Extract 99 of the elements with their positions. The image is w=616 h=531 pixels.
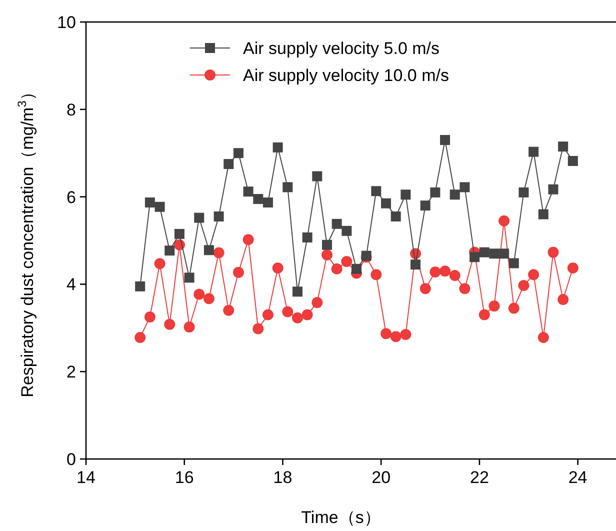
y-tick-label: 2	[66, 362, 76, 382]
point	[420, 200, 430, 211]
point	[292, 286, 302, 297]
point	[262, 197, 273, 208]
point	[302, 232, 312, 242]
y-tick-label: 8	[66, 100, 76, 120]
point	[154, 202, 165, 212]
point	[144, 311, 156, 322]
point	[135, 281, 146, 292]
point	[243, 186, 254, 197]
point	[568, 156, 578, 166]
point	[144, 197, 155, 208]
point	[390, 331, 402, 342]
y-tick-label: 6	[66, 188, 76, 207]
point	[282, 182, 293, 192]
point	[450, 190, 460, 200]
x-tick-label: 16	[174, 468, 194, 487]
point	[548, 184, 558, 194]
point	[242, 234, 254, 246]
point	[134, 332, 146, 344]
point	[508, 302, 520, 314]
point	[272, 142, 283, 152]
point	[518, 187, 529, 198]
point	[341, 256, 352, 267]
point	[194, 212, 204, 223]
point	[430, 266, 441, 278]
point	[410, 260, 421, 270]
point	[252, 323, 264, 334]
point	[430, 187, 440, 198]
x-axis-title: Time（s）	[301, 508, 381, 527]
x-tick-label: 14	[76, 468, 96, 487]
point	[184, 272, 194, 283]
point	[518, 280, 530, 292]
point	[233, 148, 244, 158]
point	[194, 288, 205, 300]
point	[312, 297, 323, 308]
legend-label: Air supply velocity 5.0 m/s	[243, 39, 440, 58]
point	[292, 312, 303, 324]
point	[380, 328, 392, 340]
point	[459, 283, 470, 294]
point	[538, 332, 549, 344]
point	[282, 306, 294, 318]
point	[302, 309, 313, 320]
point	[262, 309, 274, 320]
x-tick-label: 22	[470, 468, 489, 487]
point	[352, 264, 362, 274]
point	[528, 269, 540, 280]
point	[174, 228, 184, 239]
y-tick-label: 0	[66, 450, 76, 469]
point	[164, 246, 175, 256]
point	[449, 270, 460, 281]
point	[371, 186, 382, 196]
x-tick-label: 18	[273, 468, 292, 487]
point	[214, 211, 224, 222]
point	[203, 293, 214, 304]
point	[400, 190, 411, 200]
point	[342, 226, 352, 236]
point	[470, 252, 480, 262]
point	[322, 240, 332, 250]
point	[154, 258, 166, 270]
point	[331, 263, 342, 274]
point	[184, 322, 195, 333]
point	[548, 246, 559, 258]
point	[253, 194, 264, 204]
point	[312, 171, 322, 182]
point	[440, 266, 451, 277]
point	[478, 309, 490, 320]
point	[440, 134, 450, 145]
point	[479, 247, 490, 258]
point	[272, 262, 284, 274]
point	[538, 209, 548, 220]
point	[232, 266, 244, 278]
point	[164, 318, 176, 330]
point	[224, 159, 234, 170]
point	[528, 146, 539, 157]
point	[420, 283, 431, 294]
x-tick-label: 20	[372, 468, 391, 487]
y-tick-label: 10	[57, 13, 76, 32]
point	[204, 245, 214, 256]
point	[489, 248, 500, 259]
point	[498, 215, 510, 226]
point	[213, 247, 224, 258]
y-tick-label: 4	[66, 275, 76, 294]
legend-label: Air supply velocity 10.0 m/s	[243, 66, 449, 85]
point	[558, 294, 569, 305]
point	[558, 142, 568, 152]
point	[321, 249, 332, 260]
point	[508, 258, 519, 268]
point	[400, 328, 412, 340]
x-tick-label: 24	[568, 468, 588, 487]
point	[390, 211, 401, 222]
point	[567, 262, 578, 274]
point	[223, 304, 234, 316]
point	[499, 248, 510, 259]
point	[332, 218, 342, 229]
point	[488, 300, 500, 312]
point	[370, 269, 382, 280]
point	[381, 198, 392, 208]
point	[460, 182, 470, 192]
